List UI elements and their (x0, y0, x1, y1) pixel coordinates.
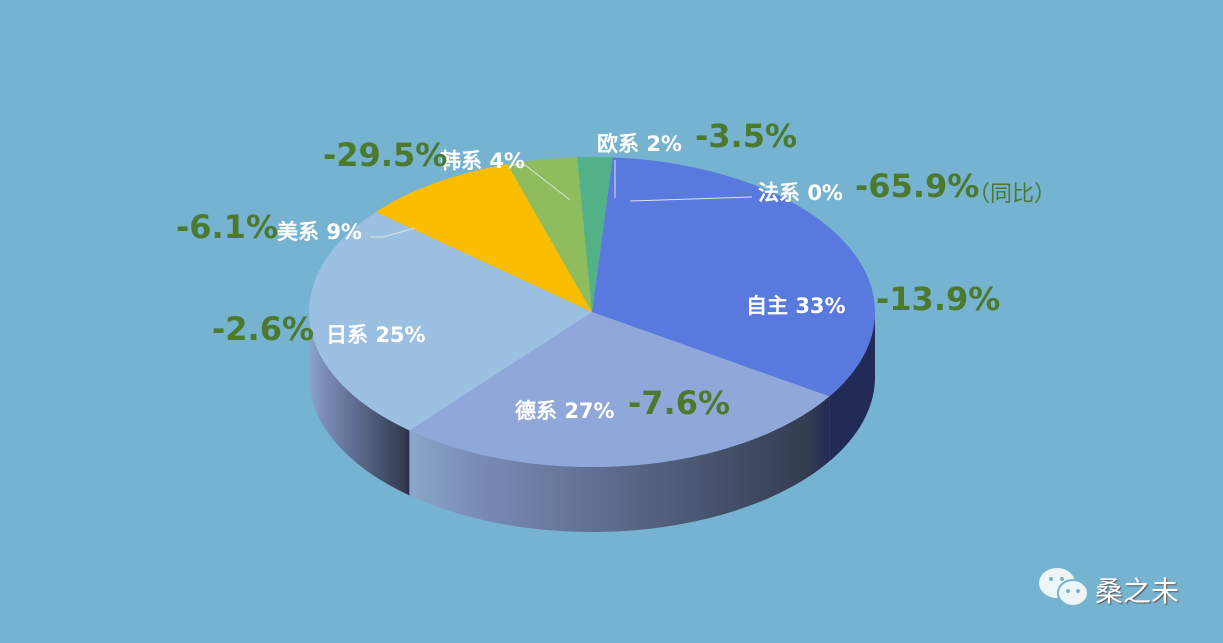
label-rixi: 日系 25% (326, 323, 426, 347)
leader-line-1 (512, 164, 571, 201)
label-hanxi: 韩系 4% (440, 149, 525, 173)
leader-line-0 (370, 227, 416, 238)
label-ouxi: 欧系 2% (597, 132, 682, 156)
pie-slice-3 (375, 164, 592, 312)
pie-slice-4 (507, 157, 592, 312)
yoy-hanxi: -29.5% (323, 136, 448, 174)
watermark-text: 桑之未 (1095, 575, 1180, 608)
yoy-faxi: -65.9% (855, 167, 980, 205)
pie-slice-1 (409, 312, 830, 467)
wechat-icon (1037, 565, 1093, 610)
label-meixi: 美系 9% (277, 220, 362, 244)
pie-slice-5 (577, 157, 613, 312)
yoy-dexi: -7.6% (628, 384, 731, 422)
pie-side-1 (409, 396, 830, 532)
label-faxi: 法系 0% (758, 181, 843, 205)
yoy-zizhu: -13.9% (876, 280, 1001, 318)
label-zizhu: 自主 33% (746, 294, 846, 318)
yoy-rixi: -2.6% (212, 310, 315, 348)
label-dexi: 德系 27% (515, 399, 615, 423)
pie-slice-2 (309, 211, 592, 431)
pie-side-0 (829, 312, 875, 462)
pie-slice-0 (592, 157, 875, 397)
yoy-ouxi: -3.5% (695, 117, 798, 155)
yoy-note: （同比） (968, 182, 1057, 207)
yoy-meixi: -6.1% (176, 208, 279, 246)
pie-side-2 (309, 312, 410, 496)
leader-line-3 (629, 196, 753, 202)
